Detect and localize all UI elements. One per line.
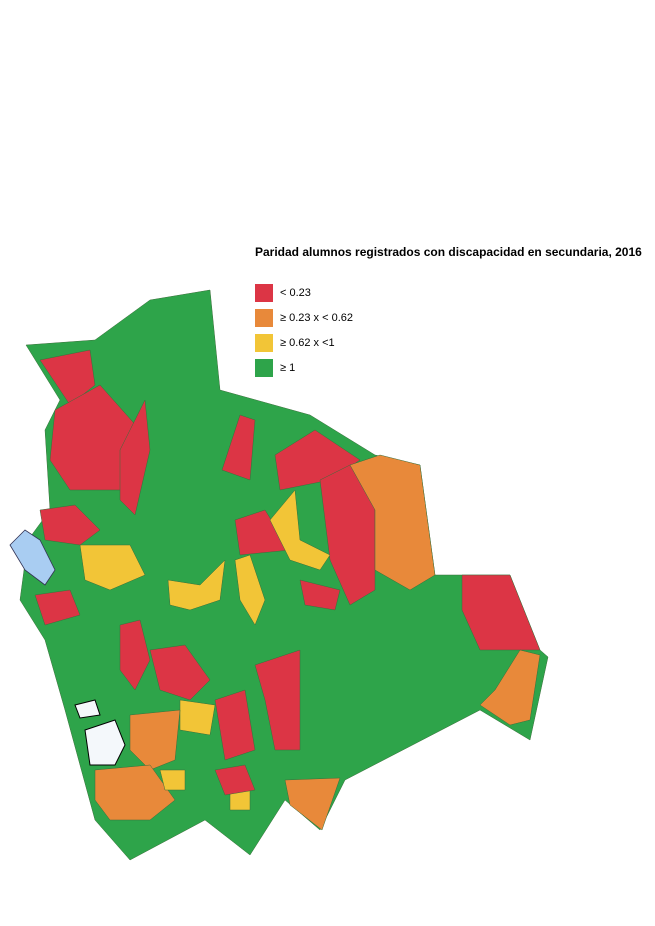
legend: < 0.23 ≥ 0.23 x < 0.62 ≥ 0.62 x <1 ≥ 1 <box>255 284 353 377</box>
region <box>159 769 186 791</box>
region <box>479 649 541 726</box>
region <box>254 649 301 751</box>
salt-flat <box>74 699 101 719</box>
legend-swatch <box>255 359 273 377</box>
legend-label: < 0.23 <box>280 287 311 299</box>
region <box>299 579 341 611</box>
region <box>221 414 256 481</box>
region <box>34 589 81 626</box>
region <box>349 454 436 591</box>
region <box>119 619 151 691</box>
lake-titicaca <box>9 529 56 586</box>
region <box>284 777 341 831</box>
salt-flat <box>84 719 126 766</box>
region <box>129 709 181 771</box>
legend-label: ≥ 0.23 x < 0.62 <box>280 312 353 324</box>
region <box>214 764 256 796</box>
legend-swatch <box>255 334 273 352</box>
legend-label: ≥ 0.62 x <1 <box>280 337 335 349</box>
legend-label: ≥ 1 <box>280 362 295 374</box>
region <box>119 399 151 516</box>
region <box>39 504 101 546</box>
region <box>94 764 176 821</box>
region <box>39 349 96 406</box>
legend-swatch <box>255 309 273 327</box>
region <box>149 644 211 701</box>
region <box>167 559 226 611</box>
region <box>179 699 216 736</box>
region <box>79 544 146 591</box>
region <box>234 554 266 626</box>
legend-swatch <box>255 284 273 302</box>
region <box>214 689 256 761</box>
map-title: Paridad alumnos registrados con discapac… <box>255 245 642 259</box>
bolivia-map <box>9 289 549 861</box>
region <box>269 489 331 571</box>
